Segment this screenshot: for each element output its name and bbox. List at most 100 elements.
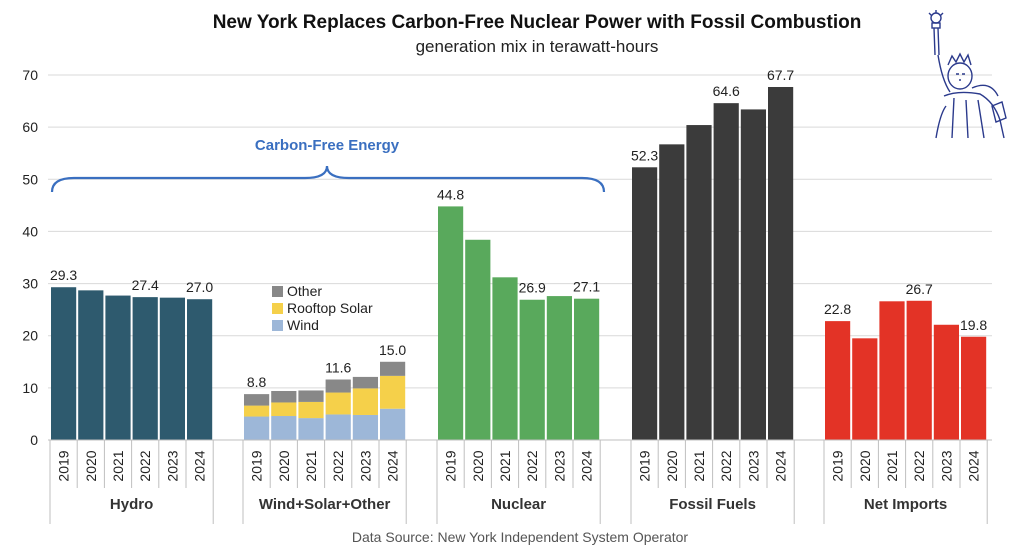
bar-rooftop-solar (352, 388, 378, 415)
bar-nuclear (492, 277, 518, 440)
bar-nuclear (519, 299, 545, 440)
x-tick-label: 2024 (966, 450, 982, 481)
bar-net-imports (961, 336, 987, 440)
bar-other (325, 379, 351, 393)
data-label: 67.7 (767, 67, 794, 83)
x-tick-label: 2021 (497, 450, 513, 481)
x-tick-label: 2023 (745, 450, 761, 481)
bar-net-imports (879, 301, 905, 440)
x-tick-label: 2023 (938, 450, 954, 481)
carbon-free-brace: Carbon-Free Energy (50, 137, 606, 193)
x-tick-label: 2023 (164, 450, 180, 481)
bar-hydro (51, 287, 77, 440)
legend-label: Wind (287, 317, 319, 333)
bar-nuclear (438, 206, 464, 440)
x-tick-label: 2024 (773, 450, 789, 481)
bar-wind (325, 414, 351, 440)
data-label: 27.4 (132, 277, 159, 293)
bar-rooftop-solar (380, 375, 406, 409)
x-axis: 2019 2020 2021 2022 2023 2024 Hydro 2019 2020 202… (48, 439, 992, 524)
bar-net-imports (933, 324, 959, 440)
source-note: Data Source: New York Independent System… (352, 529, 689, 545)
y-tick-label: 60 (22, 119, 38, 135)
bar-wind (298, 418, 324, 440)
y-tick-label: 70 (22, 67, 38, 83)
group-label: Fossil Fuels (669, 496, 756, 513)
x-tick-label: 2022 (524, 450, 540, 481)
bar-hydro (105, 295, 131, 440)
data-label: 52.3 (631, 147, 658, 163)
group-label: Nuclear (491, 496, 546, 513)
bar-hydro (132, 297, 158, 440)
data-label: 27.1 (573, 279, 600, 295)
bar-other (244, 394, 270, 406)
x-tick-label: 2019 (56, 450, 72, 481)
x-tick-label: 2021 (303, 450, 319, 481)
bar-other (271, 390, 297, 403)
x-tick-label: 2022 (911, 450, 927, 481)
bar-net-imports (852, 338, 878, 440)
data-label: 27.0 (186, 279, 213, 295)
x-tick-label: 2022 (137, 450, 153, 481)
x-tick-label: 2021 (884, 450, 900, 481)
data-label: 64.6 (713, 83, 740, 99)
data-label: 26.9 (519, 280, 546, 296)
x-tick-label: 2020 (83, 450, 99, 481)
bar-net-imports (825, 321, 851, 440)
group-label: Wind+Solar+Other (259, 496, 391, 513)
y-tick-label: 0 (30, 432, 38, 448)
chart-subtitle: generation mix in terawatt-hours (416, 37, 659, 56)
x-tick-label: 2020 (276, 450, 292, 481)
data-label: 19.8 (960, 317, 987, 333)
data-label: 15.0 (379, 342, 406, 358)
x-tick-label: 2019 (249, 450, 265, 481)
bar-other (352, 376, 378, 389)
y-tick-label: 30 (22, 276, 38, 292)
data-label: 22.8 (824, 301, 851, 317)
bar-wind (271, 416, 297, 440)
bar-wind (244, 416, 270, 440)
bar-fossil-fuels (740, 109, 766, 441)
brace-line (50, 165, 606, 193)
data-label: 44.8 (437, 186, 464, 202)
bar-fossil-fuels (768, 86, 794, 440)
x-tick-label: 2021 (110, 450, 126, 481)
bar-nuclear (546, 296, 572, 440)
bar-rooftop-solar (271, 402, 297, 417)
y-axis: 0 10 20 30 40 50 60 70 (22, 67, 38, 448)
bar-net-imports (906, 300, 932, 440)
bar-wind (352, 414, 378, 440)
bar-nuclear (574, 298, 600, 440)
bar-hydro (159, 297, 185, 440)
bar-hydro (78, 290, 104, 440)
x-tick-label: 2024 (192, 450, 208, 481)
bar-rooftop-solar (244, 405, 270, 417)
chart-title: New York Replaces Carbon-Free Nuclear Po… (213, 12, 862, 33)
bar-fossil-fuels (632, 167, 658, 441)
x-tick-label: 2023 (357, 450, 373, 481)
carbon-free-label: Carbon-Free Energy (255, 137, 400, 154)
x-tick-label: 2019 (443, 450, 459, 481)
bar-hydro (187, 299, 213, 440)
bar-fossil-fuels (686, 125, 712, 441)
legend-label: Rooftop Solar (287, 300, 373, 316)
bar-other (298, 390, 324, 402)
group-label: Hydro (110, 496, 153, 513)
data-label: 26.7 (906, 281, 933, 297)
statue-of-liberty-icon (928, 10, 1007, 139)
data-label: 29.3 (50, 267, 77, 283)
x-tick-label: 2019 (830, 450, 846, 481)
legend-label: Other (287, 283, 322, 299)
x-tick-label: 2019 (637, 450, 653, 481)
x-tick-label: 2021 (691, 450, 707, 481)
x-tick-label: 2022 (330, 450, 346, 481)
bar-fossil-fuels (713, 103, 739, 441)
bar-fossil-fuels (659, 144, 685, 440)
y-tick-label: 20 (22, 328, 38, 344)
x-tick-label: 2020 (470, 450, 486, 481)
x-tick-label: 2023 (551, 450, 567, 481)
y-tick-label: 50 (22, 171, 38, 187)
bar-other (380, 361, 406, 376)
